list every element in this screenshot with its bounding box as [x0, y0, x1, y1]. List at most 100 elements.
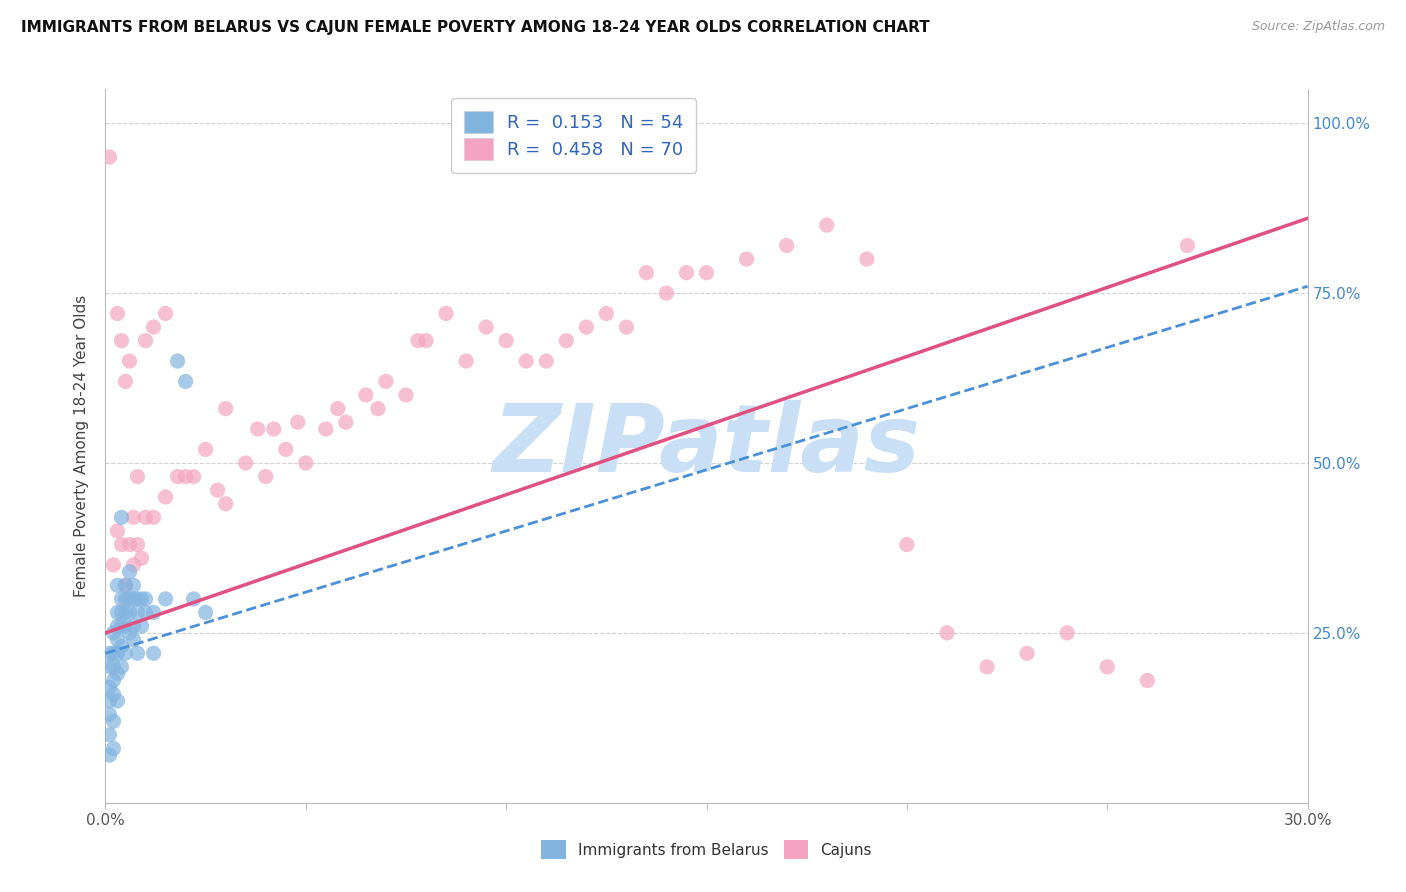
Text: IMMIGRANTS FROM BELARUS VS CAJUN FEMALE POVERTY AMONG 18-24 YEAR OLDS CORRELATIO: IMMIGRANTS FROM BELARUS VS CAJUN FEMALE …	[21, 20, 929, 35]
Point	[98, 707, 121, 722]
Point	[254, 469, 277, 483]
Point	[495, 334, 517, 348]
Point	[406, 334, 429, 348]
Point	[515, 354, 537, 368]
Point	[1136, 673, 1159, 688]
Point	[122, 558, 145, 572]
Point	[98, 646, 121, 660]
Point	[207, 483, 229, 498]
Point	[127, 606, 149, 620]
Point	[135, 606, 157, 620]
Point	[575, 320, 598, 334]
Point	[122, 510, 145, 524]
Point	[110, 640, 132, 654]
Point	[183, 469, 205, 483]
Point	[107, 306, 129, 320]
Point	[155, 306, 177, 320]
Point	[122, 591, 145, 606]
Point	[214, 401, 236, 416]
Point	[896, 537, 918, 551]
Point	[675, 266, 697, 280]
Point	[135, 334, 157, 348]
Point	[354, 388, 377, 402]
Point	[174, 469, 197, 483]
Point	[110, 510, 132, 524]
Point	[103, 714, 125, 729]
Point	[127, 537, 149, 551]
Point	[107, 619, 129, 633]
Point	[395, 388, 418, 402]
Point	[194, 606, 217, 620]
Point	[103, 558, 125, 572]
Point	[107, 606, 129, 620]
Point	[118, 591, 141, 606]
Point	[118, 565, 141, 579]
Point	[1177, 238, 1199, 252]
Point	[107, 646, 129, 660]
Point	[98, 748, 121, 763]
Point	[454, 354, 477, 368]
Point	[131, 551, 153, 566]
Point	[246, 422, 269, 436]
Point	[936, 626, 959, 640]
Point	[326, 401, 349, 416]
Point	[103, 626, 125, 640]
Y-axis label: Female Poverty Among 18-24 Year Olds: Female Poverty Among 18-24 Year Olds	[75, 295, 90, 597]
Point	[434, 306, 457, 320]
Point	[655, 286, 678, 301]
Point	[155, 490, 177, 504]
Point	[98, 660, 121, 674]
Point	[1056, 626, 1078, 640]
Point	[142, 606, 165, 620]
Point	[107, 666, 129, 681]
Point	[287, 415, 309, 429]
Point	[595, 306, 617, 320]
Point	[114, 619, 136, 633]
Point	[263, 422, 285, 436]
Point	[475, 320, 498, 334]
Point	[114, 578, 136, 592]
Point	[534, 354, 557, 368]
Point	[114, 606, 136, 620]
Point	[555, 334, 578, 348]
Point	[127, 591, 149, 606]
Point	[735, 252, 758, 266]
Point	[166, 469, 188, 483]
Point	[194, 442, 217, 457]
Point	[1097, 660, 1119, 674]
Point	[815, 218, 838, 232]
Point	[174, 375, 197, 389]
Point	[142, 320, 165, 334]
Legend: Immigrants from Belarus, Cajuns: Immigrants from Belarus, Cajuns	[533, 832, 880, 866]
Point	[415, 334, 437, 348]
Point	[114, 578, 136, 592]
Point	[183, 591, 205, 606]
Point	[135, 591, 157, 606]
Point	[142, 646, 165, 660]
Point	[235, 456, 257, 470]
Point	[131, 619, 153, 633]
Point	[122, 632, 145, 647]
Point	[118, 626, 141, 640]
Point	[295, 456, 318, 470]
Text: ZIPatlas: ZIPatlas	[492, 400, 921, 492]
Point	[103, 741, 125, 756]
Point	[118, 537, 141, 551]
Point	[127, 646, 149, 660]
Point	[374, 375, 398, 389]
Point	[166, 354, 188, 368]
Point	[274, 442, 297, 457]
Point	[114, 375, 136, 389]
Point	[110, 537, 132, 551]
Point	[110, 591, 132, 606]
Point	[122, 578, 145, 592]
Point	[776, 238, 799, 252]
Point	[122, 619, 145, 633]
Text: Source: ZipAtlas.com: Source: ZipAtlas.com	[1251, 20, 1385, 33]
Point	[110, 660, 132, 674]
Point	[98, 150, 121, 164]
Point	[335, 415, 357, 429]
Point	[103, 673, 125, 688]
Point	[107, 694, 129, 708]
Point	[114, 591, 136, 606]
